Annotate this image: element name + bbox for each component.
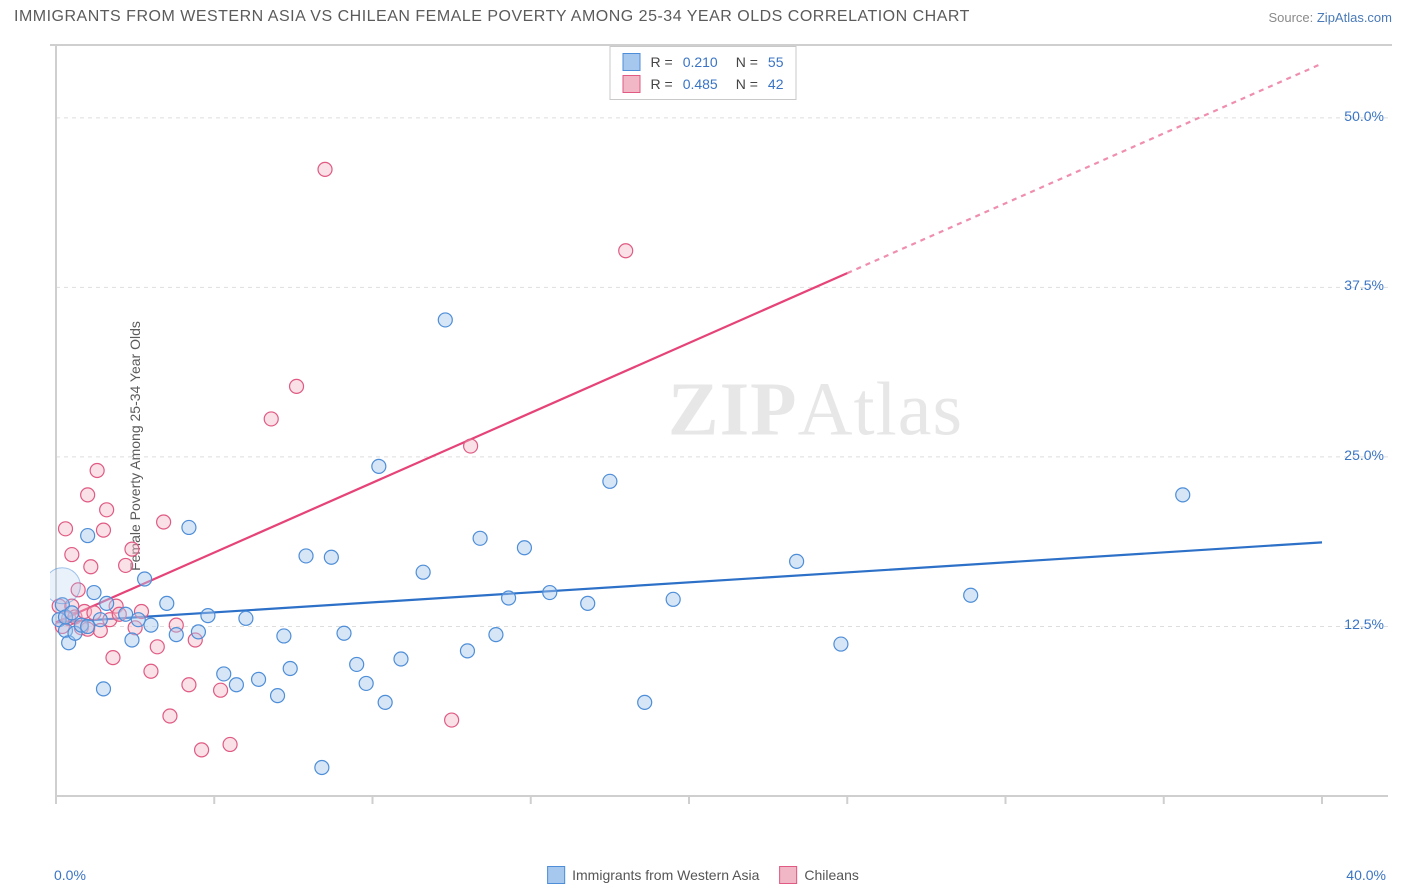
x-axis-max-label: 40.0% — [1346, 867, 1386, 883]
source-link[interactable]: ZipAtlas.com — [1317, 10, 1392, 25]
y-tick-label: 12.5% — [1344, 616, 1384, 632]
legend-swatch-series2 — [779, 866, 797, 884]
r-value: 0.485 — [683, 76, 718, 92]
legend-label-series1: Immigrants from Western Asia — [572, 867, 759, 883]
legend-label-series2: Chileans — [804, 867, 858, 883]
legend-item-series1: Immigrants from Western Asia — [547, 866, 759, 884]
r-value: 0.210 — [683, 54, 718, 70]
legend-swatch-series2 — [623, 75, 641, 93]
legend-row-series1: R = 0.210 N = 55 — [611, 51, 796, 73]
legend-swatch-series1 — [623, 53, 641, 71]
legend-item-series2: Chileans — [779, 866, 858, 884]
y-tick-label: 37.5% — [1344, 277, 1384, 293]
legend-row-series2: R = 0.485 N = 42 — [611, 73, 796, 95]
source-attribution: Source: ZipAtlas.com — [1268, 10, 1392, 25]
n-value: 55 — [768, 54, 784, 70]
r-label: R = — [651, 54, 673, 70]
legend-swatch-series1 — [547, 866, 565, 884]
n-label: N = — [736, 76, 758, 92]
r-label: R = — [651, 76, 673, 92]
series-legend: Immigrants from Western Asia Chileans — [547, 866, 859, 884]
chart-plot-area — [50, 44, 1392, 834]
n-value: 42 — [768, 76, 784, 92]
y-tick-label: 25.0% — [1344, 447, 1384, 463]
correlation-legend: R = 0.210 N = 55 R = 0.485 N = 42 — [610, 46, 797, 100]
chart-title: IMMIGRANTS FROM WESTERN ASIA VS CHILEAN … — [14, 8, 970, 26]
scatter-plot-svg — [50, 46, 1392, 836]
source-prefix: Source: — [1268, 10, 1316, 25]
x-axis-min-label: 0.0% — [54, 867, 86, 883]
y-tick-label: 50.0% — [1344, 108, 1384, 124]
chart-header: IMMIGRANTS FROM WESTERN ASIA VS CHILEAN … — [0, 0, 1406, 32]
n-label: N = — [736, 54, 758, 70]
